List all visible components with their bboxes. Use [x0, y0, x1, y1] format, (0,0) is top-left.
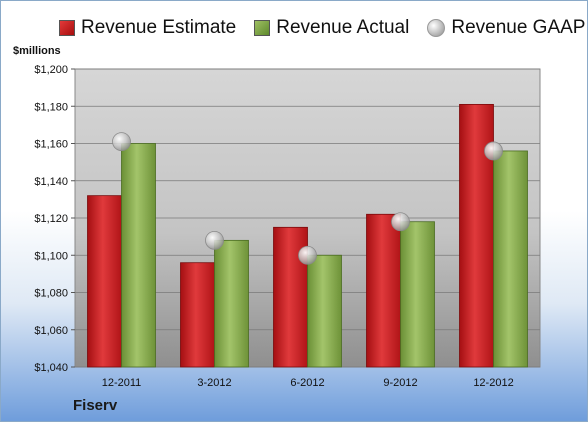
- legend-swatch-estimate: [59, 20, 75, 36]
- legend: Revenue Estimate Revenue Actual Revenue …: [59, 17, 585, 39]
- bar-estimate: [87, 195, 122, 368]
- x-tick-label: 3-2012: [197, 377, 231, 389]
- x-tick-label: 12-2012: [473, 377, 513, 389]
- y-tick-label: $1,080: [34, 288, 68, 300]
- legend-label-estimate: Revenue Estimate: [81, 17, 237, 38]
- x-tick-label: 6-2012: [290, 377, 324, 389]
- y-axis-labels: $1,040 $1,060 $1,080 $1,100 $1,120 $1,140 $1,1…: [34, 64, 68, 374]
- y-tick-label: $1,040: [34, 362, 68, 374]
- legend-label-actual: Revenue Actual: [276, 17, 410, 38]
- legend-label-gaap: Revenue GAAP: [451, 17, 586, 38]
- legend-item-gaap: Revenue GAAP: [427, 17, 585, 39]
- bar-actual: [121, 143, 156, 368]
- legend-item-actual: Revenue Actual: [254, 17, 409, 39]
- y-tick-label: $1,160: [34, 139, 68, 151]
- bar-estimate: [180, 262, 215, 368]
- gaap-marker: [391, 212, 410, 232]
- bar-actual: [214, 239, 249, 368]
- y-tick-label: $1,200: [34, 64, 68, 76]
- legend-marker-gaap: [427, 19, 446, 37]
- y-tick-label: $1,120: [34, 213, 68, 225]
- company-name: Fiserv: [73, 397, 118, 414]
- x-tick-label: 9-2012: [383, 377, 417, 389]
- y-tick-label: $1,100: [34, 250, 68, 262]
- legend-item-estimate: Revenue Estimate: [59, 17, 236, 39]
- x-tick-label: 12-2011: [102, 377, 142, 389]
- bar-actual: [307, 254, 342, 368]
- y-tick-label: $1,180: [34, 101, 68, 113]
- y-unit-label: $millions: [13, 45, 61, 57]
- y-tick-label: $1,140: [34, 176, 68, 188]
- bar-estimate: [366, 213, 401, 368]
- bar-actual: [493, 150, 528, 368]
- bar-actual: [400, 221, 435, 368]
- x-axis-labels: 12-2011 3-2012 6-2012 9-2012 12-2012: [102, 377, 514, 389]
- legend-swatch-actual: [254, 20, 271, 36]
- bars: [87, 103, 528, 368]
- gaap-marker: [205, 230, 224, 250]
- gaap-markers: [112, 132, 503, 265]
- gaap-marker: [484, 141, 503, 161]
- gaap-marker: [298, 245, 317, 265]
- y-tick-label: $1,060: [34, 325, 68, 337]
- gaap-marker: [112, 132, 131, 152]
